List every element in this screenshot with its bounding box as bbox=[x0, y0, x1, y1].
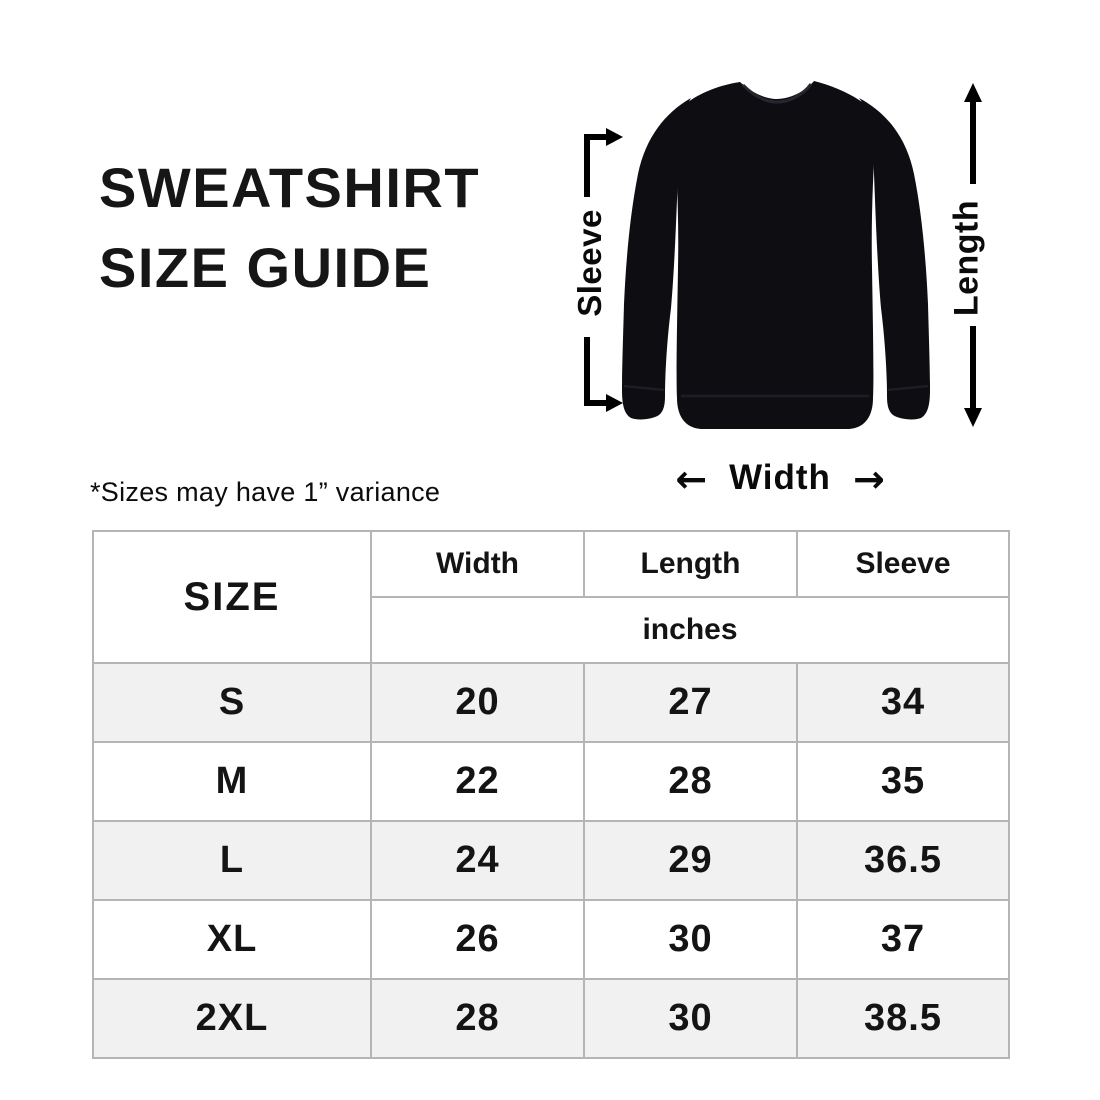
table-row-s: S 20 27 34 bbox=[92, 662, 1010, 743]
width-measure-indicator: ← Width → bbox=[630, 458, 930, 498]
width-cell: 20 bbox=[370, 662, 585, 743]
table-header-row: SIZE Width Length Sleeve bbox=[92, 530, 1010, 664]
variance-note: *Sizes may have 1” variance bbox=[90, 477, 441, 507]
length-column-header: Length bbox=[583, 530, 798, 598]
right-arrow-icon: → bbox=[852, 457, 885, 501]
sleeve-column-header: Sleeve bbox=[796, 530, 1010, 598]
sweatshirt-illustration-svg bbox=[622, 81, 930, 429]
sleeve-cell: 37 bbox=[796, 899, 1010, 980]
length-measure-indicator bbox=[950, 82, 996, 428]
sweatshirt-image bbox=[615, 78, 935, 438]
size-cell: XL bbox=[92, 899, 372, 980]
size-cell: S bbox=[92, 662, 372, 743]
width-column-header: Width bbox=[370, 530, 585, 598]
page-title: SWEATSHIRT SIZE GUIDE bbox=[99, 148, 480, 308]
size-cell: 2XL bbox=[92, 978, 372, 1059]
sleeve-label: Sleeve bbox=[571, 209, 608, 317]
length-cell: 27 bbox=[583, 662, 798, 743]
page-title-line2: SIZE GUIDE bbox=[99, 236, 432, 299]
width-cell: 28 bbox=[370, 978, 585, 1059]
size-column-header: SIZE bbox=[92, 530, 372, 664]
size-cell: M bbox=[92, 741, 372, 822]
sleeve-bracket-arrow-icon bbox=[584, 128, 623, 412]
table-unit-row: inches bbox=[93, 596, 1010, 664]
table-row-m: M 22 28 35 bbox=[92, 741, 1010, 822]
length-cell: 30 bbox=[583, 978, 798, 1059]
length-double-arrow-icon bbox=[964, 83, 982, 427]
sleeve-cell: 36.5 bbox=[796, 820, 1010, 901]
size-table: SIZE Width Length Sleeve inches S 20 27 … bbox=[92, 530, 1010, 1059]
length-cell: 30 bbox=[583, 899, 798, 980]
size-cell: L bbox=[92, 820, 372, 901]
length-cell: 29 bbox=[583, 820, 798, 901]
sleeve-measure-indicator bbox=[575, 125, 630, 415]
table-row-2xl: 2XL 28 30 38.5 bbox=[92, 978, 1010, 1059]
width-cell: 24 bbox=[370, 820, 585, 901]
width-cell: 26 bbox=[370, 899, 585, 980]
length-label: Length bbox=[947, 199, 986, 317]
sleeve-cell: 38.5 bbox=[796, 978, 1010, 1059]
unit-header: inches bbox=[370, 596, 1010, 664]
left-arrow-icon: ← bbox=[675, 457, 708, 501]
page-title-line1: SWEATSHIRT bbox=[99, 156, 481, 219]
table-row-l: L 24 29 36.5 bbox=[92, 820, 1010, 901]
sleeve-cell: 35 bbox=[796, 741, 1010, 822]
width-cell: 22 bbox=[370, 741, 585, 822]
sleeve-cell: 34 bbox=[796, 662, 1010, 743]
length-cell: 28 bbox=[583, 741, 798, 822]
table-row-xl: XL 26 30 37 bbox=[92, 899, 1010, 980]
width-label: Width bbox=[729, 458, 831, 497]
